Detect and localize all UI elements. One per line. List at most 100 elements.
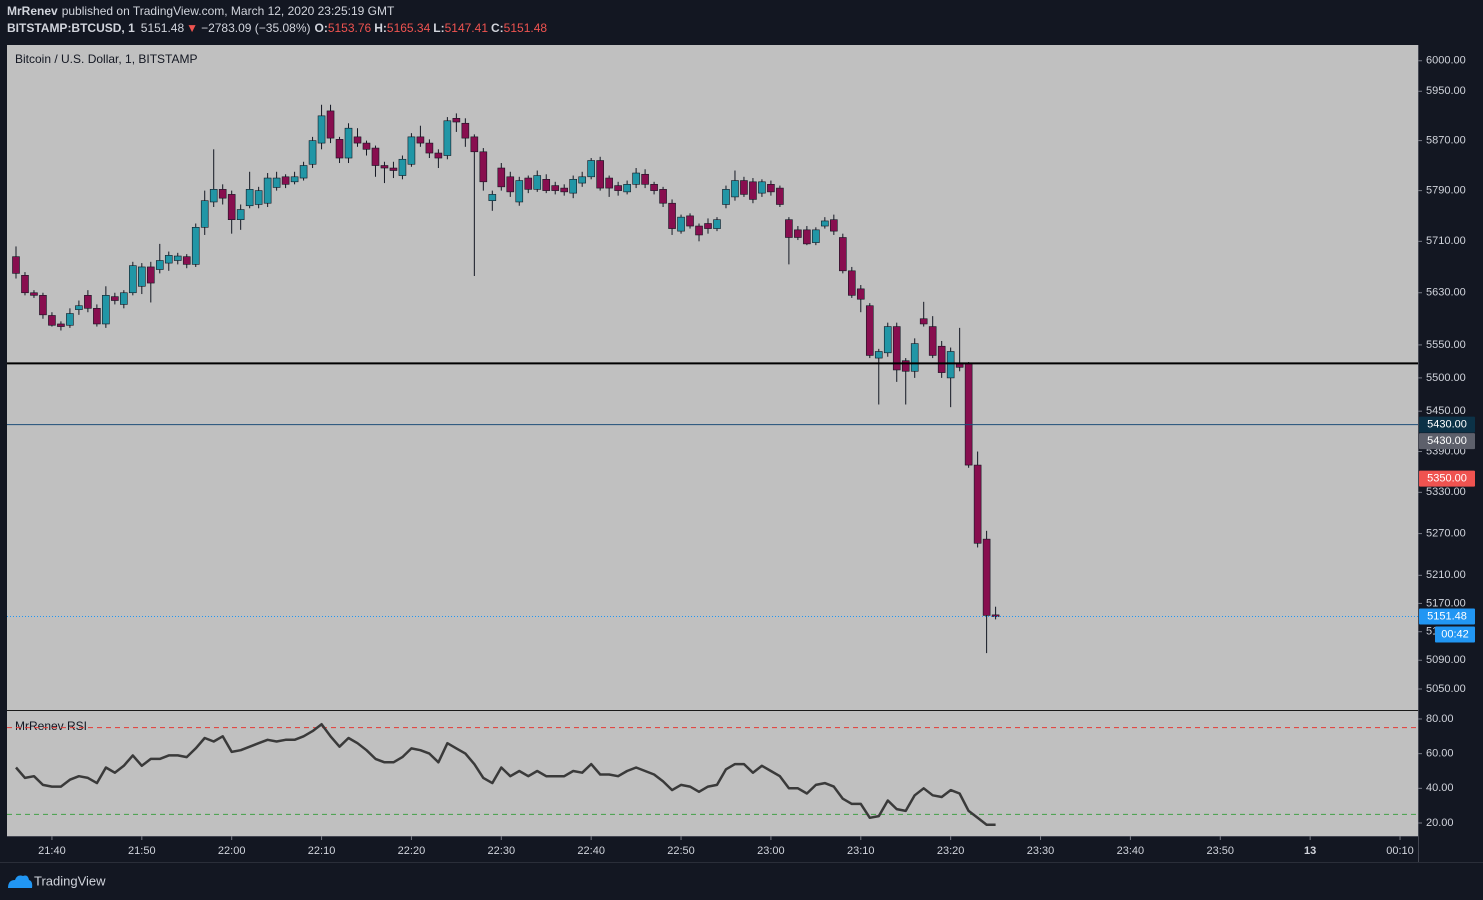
y-tick-label: 5790.00 bbox=[1426, 185, 1466, 197]
footer-brand: TradingView bbox=[34, 873, 106, 888]
candle-body bbox=[452, 118, 461, 123]
candle-body bbox=[686, 215, 694, 227]
x-tick-label: 23:40 bbox=[1117, 845, 1145, 857]
candle-body bbox=[650, 184, 658, 191]
y-tick-label: 5550.00 bbox=[1426, 339, 1466, 351]
candle-body bbox=[560, 187, 569, 193]
y-tick-label: 5170.00 bbox=[1426, 597, 1466, 609]
candle-body bbox=[21, 275, 29, 294]
y-tick-label: 5500.00 bbox=[1426, 372, 1466, 384]
candle-body bbox=[461, 122, 470, 139]
x-tick-label: 23:10 bbox=[847, 845, 875, 857]
candle-body bbox=[883, 326, 892, 354]
y-tick-label: 5270.00 bbox=[1426, 527, 1466, 539]
indicator-title: MrRenev RSI bbox=[15, 719, 87, 733]
candle-body bbox=[335, 139, 344, 159]
y-tick-label: 5450.00 bbox=[1426, 405, 1466, 417]
ohlc-label: L: bbox=[433, 21, 444, 35]
y-tick-label: 60.00 bbox=[1426, 748, 1454, 760]
candle-body bbox=[344, 127, 353, 159]
x-tick-label: 13 bbox=[1304, 845, 1316, 857]
candle-body bbox=[731, 180, 739, 198]
candle-body bbox=[722, 189, 730, 205]
price-badge-label: 5430.00 bbox=[1427, 435, 1467, 447]
ohlc-value: 5153.76 bbox=[328, 21, 372, 35]
candle-body bbox=[767, 184, 775, 193]
price-badge bbox=[1419, 433, 1475, 450]
candle-body bbox=[596, 160, 604, 189]
y-tick-label: 5710.00 bbox=[1426, 235, 1466, 247]
candle-body bbox=[497, 167, 506, 188]
candle-body bbox=[937, 345, 946, 373]
ohlc-value: 5165.34 bbox=[387, 21, 431, 35]
chart-pane bbox=[7, 45, 1418, 836]
countdown-badge bbox=[1435, 626, 1475, 643]
x-tick-label: 00:10 bbox=[1386, 845, 1414, 857]
y-tick-label: 5330.00 bbox=[1426, 486, 1466, 498]
candle-body bbox=[57, 323, 65, 327]
candle-body bbox=[93, 308, 101, 325]
candle-body bbox=[173, 255, 182, 261]
candle-body bbox=[803, 229, 811, 245]
candle-body bbox=[155, 260, 164, 270]
candle-body bbox=[919, 318, 928, 325]
candle-body bbox=[695, 225, 703, 236]
candle-body bbox=[776, 187, 784, 205]
candle-body bbox=[353, 136, 362, 144]
candle-body bbox=[865, 305, 874, 356]
logo-icon bbox=[8, 875, 33, 888]
y-tick-label: 5630.00 bbox=[1426, 287, 1466, 299]
rsi-line bbox=[15, 722, 996, 826]
candle-body bbox=[740, 180, 748, 195]
candle-body bbox=[12, 256, 20, 274]
candle-body bbox=[964, 363, 973, 466]
candle-body bbox=[910, 343, 919, 372]
candle-body bbox=[66, 313, 74, 326]
candle-body bbox=[551, 185, 560, 191]
publisher: MrRenev bbox=[7, 4, 58, 18]
candle-body bbox=[982, 538, 991, 616]
ohlc-value: 5151.48 bbox=[504, 21, 548, 35]
candle-body bbox=[830, 219, 838, 232]
candle-body bbox=[578, 176, 586, 184]
candle-body bbox=[605, 177, 613, 189]
candle-body bbox=[245, 189, 254, 207]
candle-body bbox=[290, 176, 299, 183]
price-badge-label: 5430.00 bbox=[1427, 418, 1467, 430]
candle-body bbox=[704, 223, 712, 229]
candle-body bbox=[928, 326, 937, 356]
x-tick-label: 22:10 bbox=[308, 845, 336, 857]
candle-body bbox=[191, 227, 200, 265]
change: −2783.09 (−35.08%) bbox=[201, 21, 310, 35]
candle-body bbox=[84, 295, 92, 309]
candle-body bbox=[892, 326, 901, 371]
x-tick-label: 22:00 bbox=[218, 845, 246, 857]
candle-body bbox=[821, 220, 829, 227]
price-badge-label: 5151.48 bbox=[1427, 610, 1467, 622]
x-tick-label: 23:00 bbox=[757, 845, 785, 857]
candle-body bbox=[416, 136, 425, 144]
symbol-line: BITSTAMP:BTCUSD, 1 5151.48 ▼ −2783.09 (−35.… bbox=[7, 21, 547, 35]
candle-body bbox=[758, 181, 766, 194]
change-arrow: ▼ bbox=[186, 21, 198, 35]
y-tick-label: 5050.00 bbox=[1426, 683, 1466, 695]
y-tick-label: 40.00 bbox=[1426, 782, 1454, 794]
candle-body bbox=[75, 305, 83, 310]
candle-body bbox=[209, 189, 218, 203]
candle-body bbox=[407, 136, 416, 165]
candle-body bbox=[874, 351, 883, 359]
candle-body bbox=[785, 219, 793, 238]
candle-body bbox=[632, 172, 640, 185]
price-badge-label: 5350.00 bbox=[1427, 473, 1467, 485]
x-tick-label: 22:30 bbox=[488, 845, 516, 857]
candle-body bbox=[182, 256, 191, 265]
tradingview-logo bbox=[8, 875, 33, 888]
symbol: BITSTAMP:BTCUSD, 1 bbox=[7, 21, 135, 35]
x-tick-label: 23:30 bbox=[1027, 845, 1055, 857]
candle-body bbox=[856, 288, 865, 300]
y-tick-label: 5210.00 bbox=[1426, 569, 1466, 581]
ohlc-label: C: bbox=[491, 21, 504, 35]
candle-body bbox=[587, 160, 595, 178]
x-tick-label: 21:40 bbox=[38, 845, 66, 857]
